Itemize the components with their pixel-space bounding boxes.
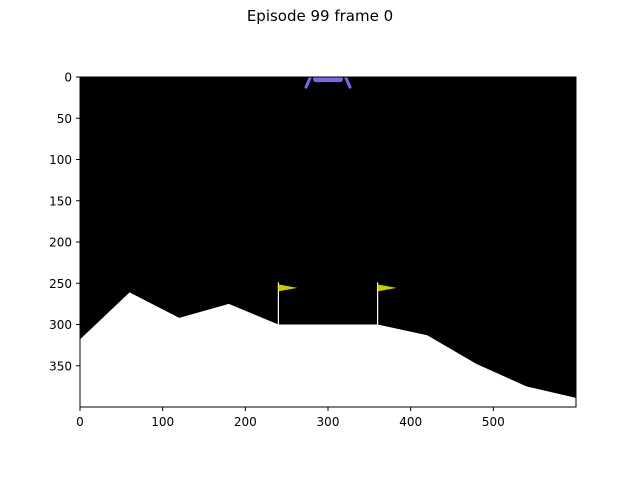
landing-flag-1: [277, 282, 298, 325]
x-tick-label: 400: [399, 415, 422, 429]
y-tick-label: 200: [49, 236, 72, 250]
x-tick-label: 300: [317, 415, 340, 429]
y-tick-label: 50: [57, 112, 72, 126]
landing-flag-2: [377, 282, 397, 325]
plot-area: [79, 76, 577, 408]
y-tick-label: 300: [49, 318, 72, 332]
lunar-lander: [304, 77, 352, 89]
y-tick-label: 150: [49, 194, 72, 208]
flag-pennant: [278, 284, 298, 292]
y-tick-label: 0: [64, 71, 72, 85]
x-tick-label: 100: [151, 415, 174, 429]
x-axis: 0 100 200 300 400 500: [76, 407, 505, 429]
y-axis: 0 50 100 150 200 250 300 350: [49, 71, 80, 373]
y-tick-label: 250: [49, 277, 72, 291]
figure-title: Episode 99 frame 0: [246, 7, 394, 25]
x-tick-label: 500: [482, 415, 505, 429]
landing-flags: [277, 282, 397, 325]
y-tick-label: 350: [49, 359, 72, 373]
y-tick-label: 100: [49, 153, 72, 167]
lander-leg-right: [344, 77, 352, 89]
lander-leg-left: [304, 77, 312, 89]
lander-body: [313, 77, 343, 83]
moon-terrain: [80, 292, 576, 407]
flag-pennant: [377, 284, 397, 292]
x-tick-label: 200: [234, 415, 257, 429]
x-tick-label: 0: [76, 415, 84, 429]
